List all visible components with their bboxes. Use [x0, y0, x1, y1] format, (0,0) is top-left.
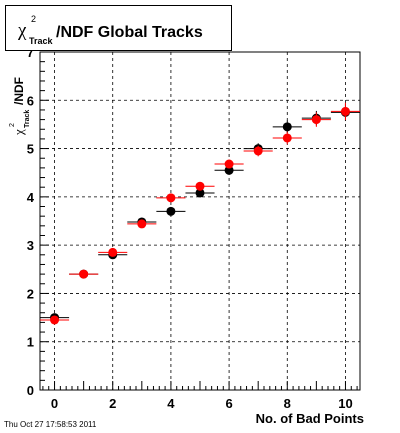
series-layer	[40, 102, 360, 325]
data-point	[166, 193, 176, 203]
x-axis-label: No. of Bad Points	[256, 411, 364, 426]
data-point	[50, 315, 60, 325]
x-tick-label: 10	[338, 396, 352, 411]
ylabel-subscript: Track	[24, 110, 31, 128]
footer-timestamp: Thu Oct 27 17:58:53 2011	[4, 420, 97, 429]
data-point	[108, 247, 118, 257]
y-tick-label: 4	[27, 190, 35, 205]
axis-layer: 0 2 4 6 8 10 0 1 2 3 4 5 6 7	[27, 45, 358, 411]
grid-layer	[40, 51, 360, 390]
data-point	[282, 133, 292, 143]
y-tick-label: 5	[27, 142, 34, 157]
x-tick-label: 6	[225, 396, 232, 411]
data-point	[311, 115, 321, 125]
data-point	[166, 206, 176, 216]
chart-title-box: χ 2 Track /NDF Global Tracks	[5, 5, 232, 51]
data-point	[195, 188, 205, 198]
data-point	[340, 106, 350, 116]
title-superscript: 2	[31, 14, 36, 24]
ylabel-text: /NDF	[12, 77, 26, 105]
title-text: /NDF Global Tracks	[56, 24, 203, 41]
x-tick-label: 8	[284, 396, 291, 411]
y-tick-label: 7	[27, 45, 34, 60]
x-tick-label: 4	[167, 396, 175, 411]
data-point	[282, 122, 292, 132]
ylabel-superscript: 2	[9, 123, 16, 127]
y-tick-label: 1	[27, 335, 34, 350]
y-tick-label: 2	[27, 286, 34, 301]
title-subscript: Track	[29, 36, 54, 46]
data-point	[224, 165, 234, 175]
y-tick-label: 0	[27, 383, 34, 398]
plot-frame	[39, 51, 361, 391]
y-axis-label: χ 2 Track/NDF	[9, 77, 31, 136]
chart-title: χ 2 Track /NDF Global Tracks	[17, 14, 203, 46]
data-point	[224, 159, 234, 169]
y-tick-label: 6	[27, 93, 34, 108]
ylabel-chi-symbol: χ	[11, 129, 26, 136]
x-tick-label: 2	[109, 396, 116, 411]
y-tick-label: 3	[27, 238, 34, 253]
data-point	[137, 219, 147, 229]
data-point	[253, 146, 263, 156]
x-tick-label: 0	[51, 396, 58, 411]
data-point	[79, 269, 89, 279]
title-chi-symbol: χ	[17, 20, 27, 41]
data-point	[195, 181, 205, 191]
y-axis-label-group: χ 2 Track/NDF	[9, 77, 31, 136]
